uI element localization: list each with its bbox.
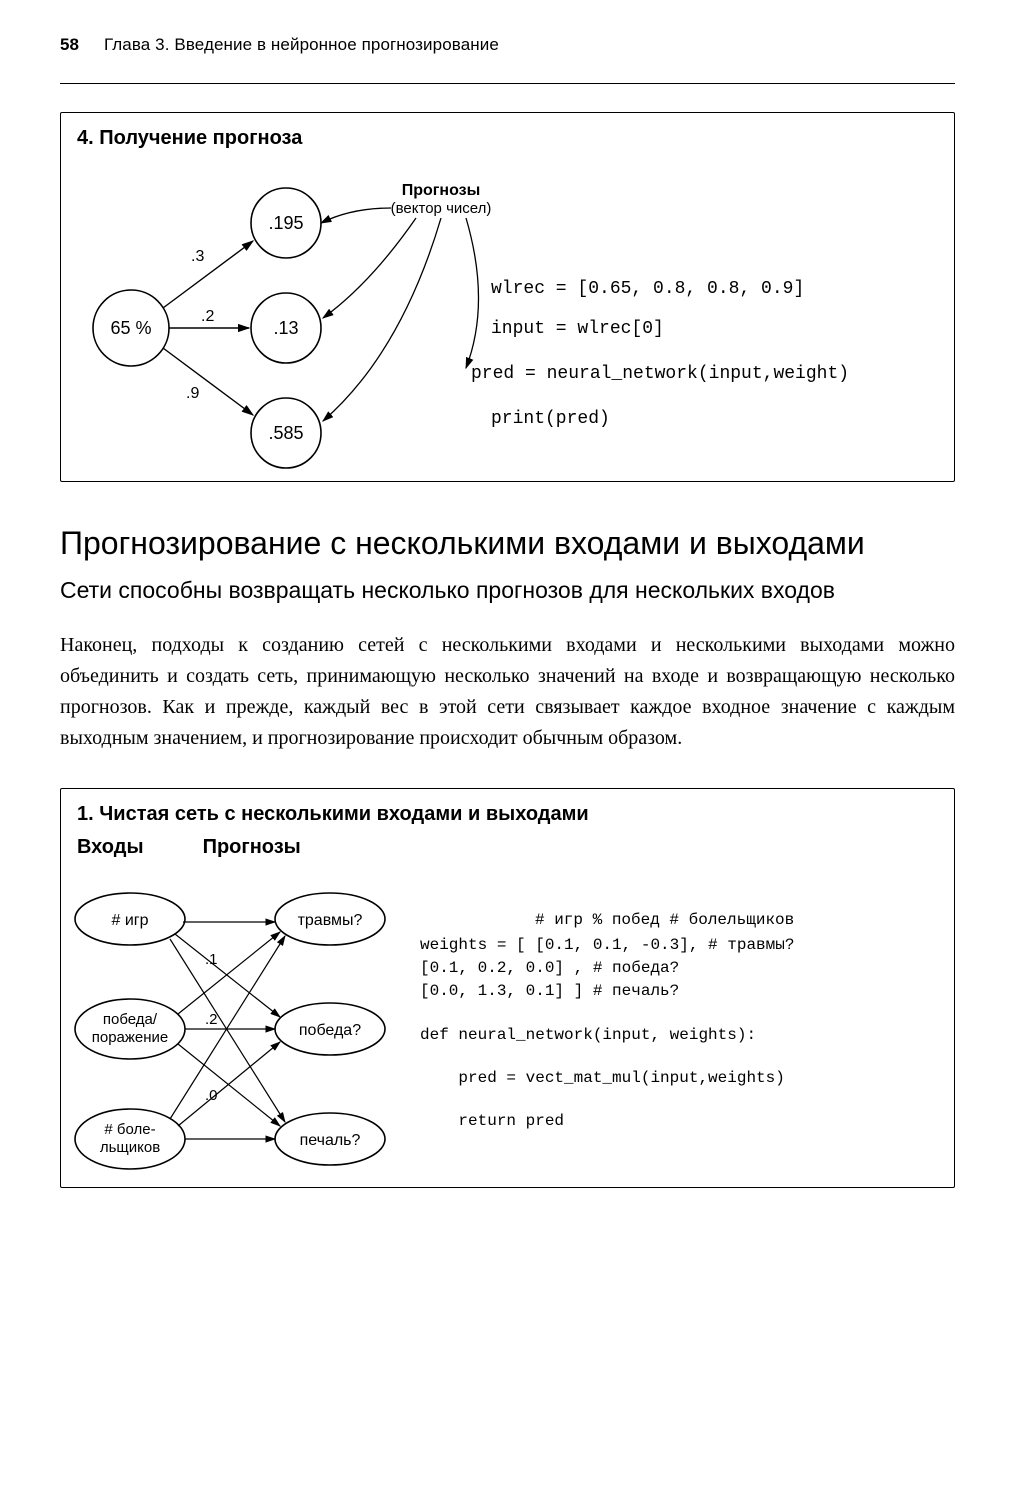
column-headers: Входы Прогнозы — [77, 836, 938, 859]
figure-1-svg: 65 % .195 .13 .585 .3 .2 .9 Прогнозы (ве… — [71, 153, 941, 473]
page-number: 58 — [60, 35, 79, 54]
w2-1: .2 — [205, 1011, 218, 1028]
out2-node-2: печаль? — [300, 1132, 361, 1149]
running-header: 58 Глава 3. Введение в нейронное прогноз… — [60, 35, 955, 55]
code2-l1: weights = [ [0.1, 0.1, -0.3], # травмы? — [420, 936, 794, 954]
weight-0: .3 — [191, 248, 204, 265]
figure-2-title: 1. Чистая сеть с несколькими входами и в… — [77, 803, 938, 826]
col-inputs-label: Входы — [77, 836, 197, 859]
annotation-line1: Прогнозы — [402, 182, 481, 199]
w2-0: .1 — [205, 951, 218, 968]
figure-box-1: 4. Получение прогноза 65 % .195 .13 .585 — [60, 112, 955, 482]
code1-line1: wlrec = [0.65, 0.8, 0.8, 0.9] — [491, 279, 804, 299]
chapter-title: Глава 3. Введение в нейронное прогнозиро… — [104, 35, 499, 54]
figure-1-title: 4. Получение прогноза — [77, 127, 938, 150]
page: 58 Глава 3. Введение в нейронное прогноз… — [0, 0, 1010, 1500]
code2-l4: def neural_network(input, weights): — [420, 1026, 756, 1044]
body-paragraph: Наконец, подходы к созданию сетей с неск… — [60, 630, 955, 754]
out-node-2: .585 — [268, 423, 303, 443]
figure-box-2: 1. Чистая сеть с несколькими входами и в… — [60, 788, 955, 1188]
figure-2-svg: # игр победа/ поражение # боле- льщиков … — [65, 864, 935, 1184]
out-node-0: .195 — [268, 213, 303, 233]
weight-2: .9 — [186, 385, 199, 402]
in-node-1a: победа/ — [103, 1011, 158, 1028]
code1-line3: pred = neural_network(input,weight) — [471, 364, 849, 384]
out2-node-1: победа? — [299, 1022, 361, 1039]
section-heading: Прогнозирование с несколькими входами и … — [60, 524, 955, 562]
code2-l3: [0.0, 1.3, 0.1] ] # печаль? — [420, 982, 679, 1000]
header-rule — [60, 83, 955, 84]
code2-l2: [0.1, 0.2, 0.0] , # победа? — [420, 959, 679, 977]
out-node-1: .13 — [273, 318, 298, 338]
in-node-1b: поражение — [92, 1029, 169, 1046]
code2-comment: # игр % побед # болельщиков — [535, 911, 794, 929]
code1-line2: input = wlrec[0] — [491, 319, 664, 339]
code1-line4: print(pred) — [491, 409, 610, 429]
in-node-2a: # боле- — [104, 1121, 155, 1138]
section-subheading: Сети способны возвращать несколько прогн… — [60, 576, 955, 606]
col-outputs-label: Прогнозы — [203, 836, 301, 858]
weight-1: .2 — [201, 308, 214, 325]
code2-l6: return pred — [420, 1112, 564, 1130]
out2-node-0: травмы? — [298, 912, 363, 929]
input-node-label: 65 % — [110, 318, 151, 338]
annotation-line2: (вектор чисел) — [391, 200, 492, 217]
in-node-2b: льщиков — [100, 1139, 160, 1156]
w2-2: .0 — [205, 1087, 218, 1104]
in-node-0: # игр — [111, 912, 148, 929]
code2-l5: pred = vect_mat_mul(input,weights) — [420, 1069, 785, 1087]
